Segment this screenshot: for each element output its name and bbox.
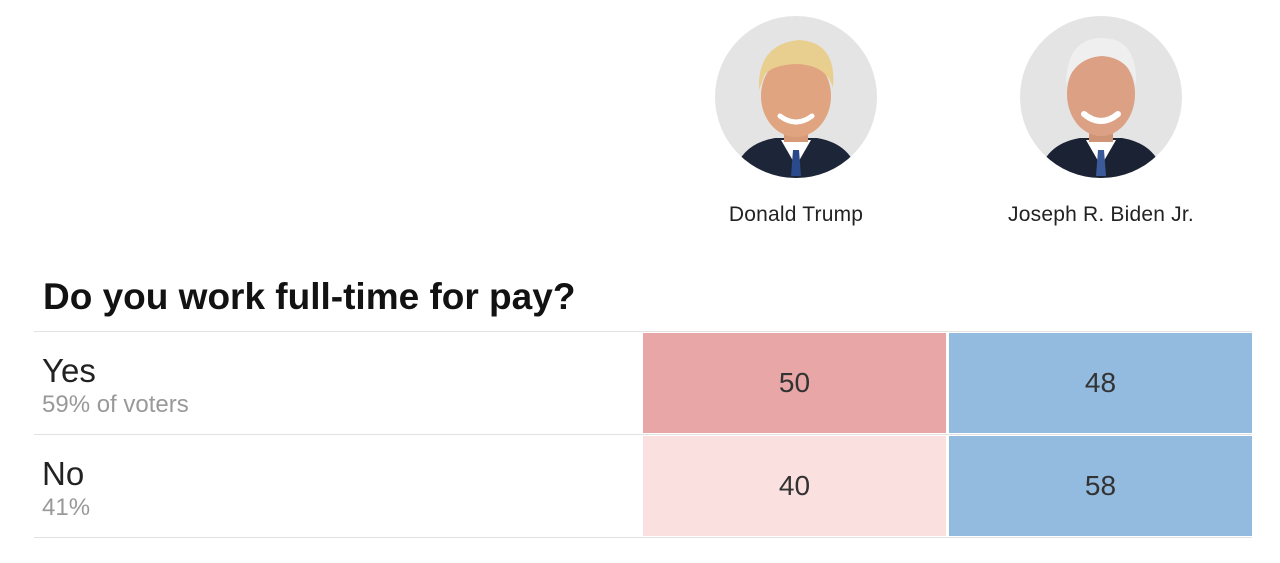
table-row: No 41% 40 58 [34,435,1252,538]
row-title: No [42,455,85,492]
table-row: Yes 59% of voters 50 48 [34,332,1252,435]
cell-value: 48 [949,333,1252,433]
candidate-trump: Donald Trump [686,16,906,227]
row-label: Yes 59% of voters [42,352,189,420]
cell-value: 40 [643,436,946,536]
row-share: 41% [42,494,91,521]
biden-portrait-image [1020,16,1182,178]
cell-value: 58 [949,436,1252,536]
results-table: Yes 59% of voters 50 48 No 41% 40 58 [34,331,1252,538]
candidate-biden: Joseph R. Biden Jr. [991,16,1211,227]
row-share: 59% of voters [42,391,189,418]
candidate-name: Donald Trump [728,203,864,226]
trump-portrait-image [715,16,877,178]
candidate-name: Joseph R. Biden Jr. [1008,203,1194,226]
question-title: Do you work full-time for pay? [43,276,576,317]
cell-value: 50 [643,333,946,433]
row-label: No 41% [42,455,90,523]
row-title: Yes [42,352,96,389]
